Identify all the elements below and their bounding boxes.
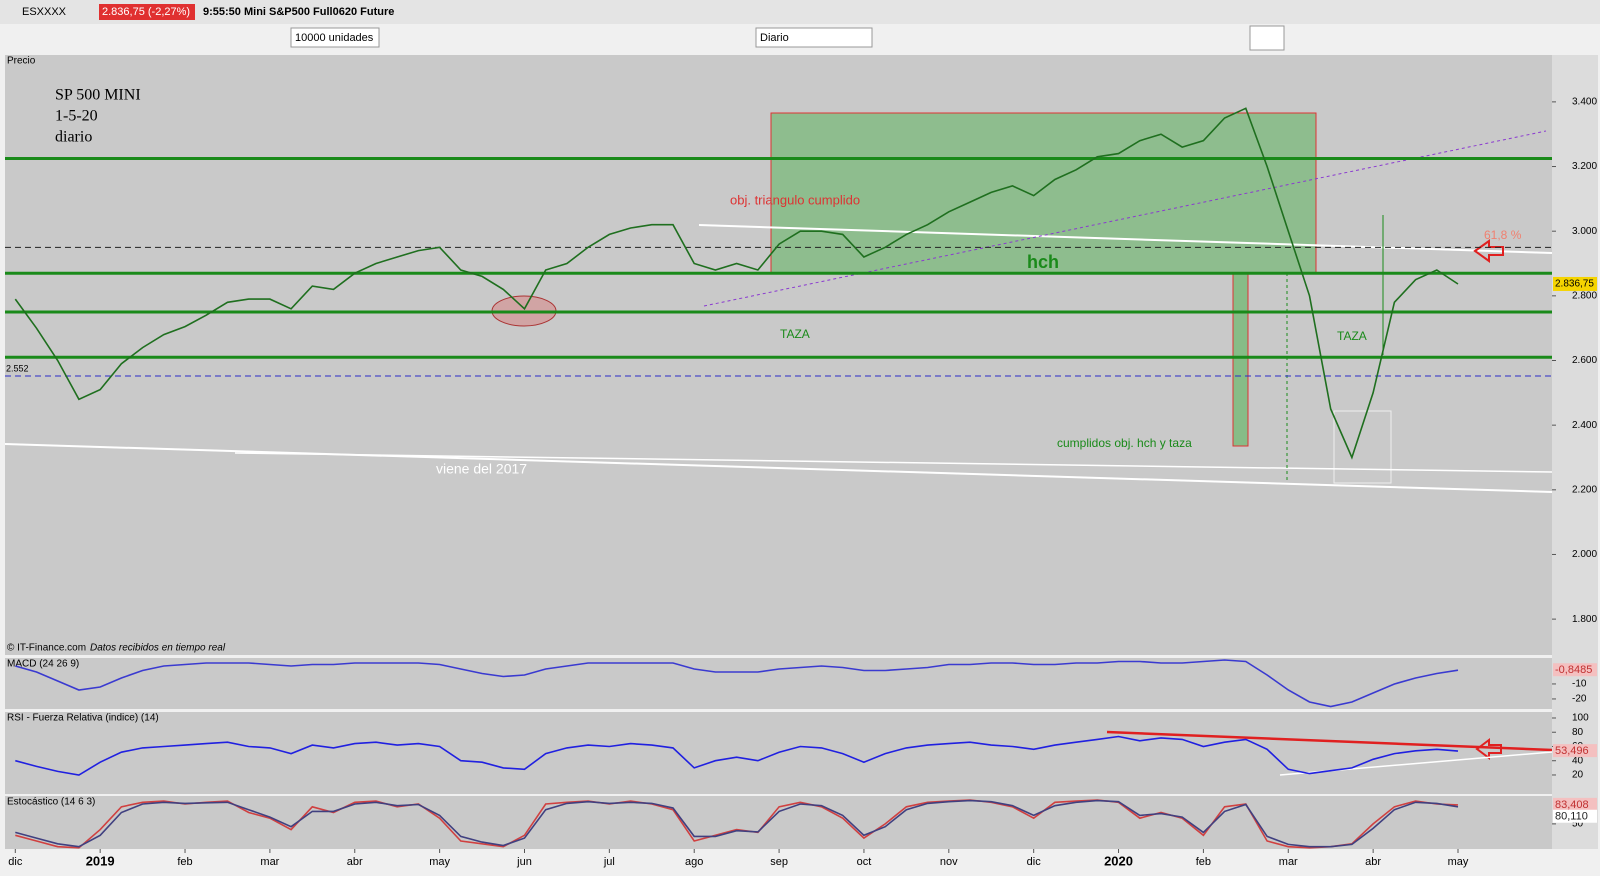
y-tick-label: 100 (1572, 713, 1589, 724)
neckline (698, 224, 1553, 254)
x-tick-label: sep (770, 856, 788, 868)
x-tick-label: dic (1027, 856, 1042, 868)
panel-title: RSI - Fuerza Relativa (indice) (14) (7, 713, 159, 724)
annotation: TAZA (1337, 329, 1367, 343)
series-line (15, 799, 1459, 849)
last-value-box (1553, 744, 1597, 758)
right-axis (1552, 55, 1598, 849)
footer-note: Datos recibidos en tiempo real (90, 643, 226, 654)
rsi-trendline (1106, 730, 1553, 752)
panel-title: Estocástico (14 6 3) (7, 797, 95, 808)
target-bar (1232, 272, 1249, 447)
period-select[interactable] (755, 27, 873, 48)
y-tick-label: -20 (1572, 694, 1587, 705)
price-panel (5, 55, 1552, 655)
x-tick-label: 2020 (1104, 853, 1133, 868)
x-tick-label: ago (685, 856, 703, 868)
chart-type-button[interactable] (1249, 25, 1285, 51)
y-tick-label: 50 (1572, 819, 1584, 830)
series-line (15, 735, 1459, 776)
last-value-box (1553, 809, 1597, 823)
annotation: 61,8 % (1484, 228, 1522, 242)
period: Diario (760, 32, 789, 44)
series-line (15, 659, 1459, 708)
annotation: 1-5-20 (55, 108, 98, 125)
y-tick-label: 2.400 (1572, 420, 1597, 431)
y-tick-label: 80 (1572, 727, 1584, 738)
x-tick-label: feb (177, 856, 192, 868)
hch-zone (770, 112, 1317, 274)
y-tick-label: 2.600 (1572, 355, 1597, 366)
annotation: SP 500 MINI (55, 87, 141, 104)
x-tick-label: 2019 (86, 853, 115, 868)
last-value-box (1553, 797, 1597, 811)
y-tick-label: 2.000 (1572, 549, 1597, 560)
annotation: cumplidos obj. hch y taza (1057, 436, 1192, 450)
last-value-label: 83,408 (1555, 799, 1589, 811)
panel-title: MACD (24 26 9) (7, 659, 79, 670)
y-tick-label: -10 (1572, 679, 1587, 690)
y-tick-label: 1.800 (1572, 614, 1597, 625)
y-tick-label: 2.800 (1572, 290, 1597, 301)
x-tick-label: oct (857, 856, 872, 868)
x-tick-label: may (1448, 856, 1469, 868)
macd-panel (5, 658, 1552, 709)
last-value-label: 53,496 (1555, 745, 1589, 757)
quote-box (99, 4, 195, 20)
x-tick-label: mar (1279, 856, 1298, 868)
y-tick-label: 20 (1572, 770, 1584, 781)
last-value-label: 80,110 (1555, 811, 1588, 823)
y-tick-label: 3.000 (1572, 226, 1597, 237)
x-tick-label: abr (347, 856, 363, 868)
annotation: diario (55, 129, 92, 146)
panel-title: Precio (7, 56, 36, 67)
x-tick-label: feb (1196, 856, 1211, 868)
annotation: obj. triangulo cumplido (730, 192, 860, 207)
units-select[interactable] (290, 27, 380, 48)
triangle-line (703, 130, 1547, 307)
trendline (234, 452, 1553, 473)
x-tick-label: jun (516, 856, 532, 868)
annotation: viene del 2017 (436, 461, 527, 477)
x-tick-label: nov (940, 856, 958, 868)
last-price-label: 2.836,75 (1555, 279, 1594, 290)
taza-box (1333, 410, 1392, 484)
series-line (15, 799, 1459, 848)
x-tick-label: dic (8, 856, 23, 868)
footer: © IT-Finance.com (7, 643, 86, 654)
quote: 2.836,75 (-2,27%) (102, 6, 190, 18)
units: 10000 unidades (295, 32, 374, 44)
series-line (14, 107, 1459, 460)
last-price-box (1553, 276, 1597, 291)
x-tick-label: may (429, 856, 450, 868)
y-tick-label: 3.200 (1572, 161, 1597, 172)
arrow (1473, 239, 1504, 263)
y-tick-label: 2.200 (1572, 484, 1597, 495)
stoch-panel (5, 796, 1552, 849)
y-tick-label: 40 (1572, 755, 1584, 766)
x-tick-label: mar (260, 856, 279, 868)
symbol[interactable]: ESXXXX (22, 6, 67, 18)
title-bar (0, 0, 1600, 24)
x-tick-label: abr (1365, 856, 1381, 868)
y-tick-label: 3.400 (1572, 97, 1597, 108)
last-value-label: -0,8485 (1555, 664, 1592, 676)
last-value-box (1553, 663, 1597, 677)
annotation: hch (1027, 252, 1059, 272)
x-tick-label: jul (603, 856, 615, 868)
description: 9:55:50 Mini S&P500 Full0620 Future (203, 6, 394, 18)
annotation: TAZA (780, 327, 810, 341)
level-label: 2.552 (6, 363, 29, 373)
trendline-2017 (4, 443, 1553, 493)
